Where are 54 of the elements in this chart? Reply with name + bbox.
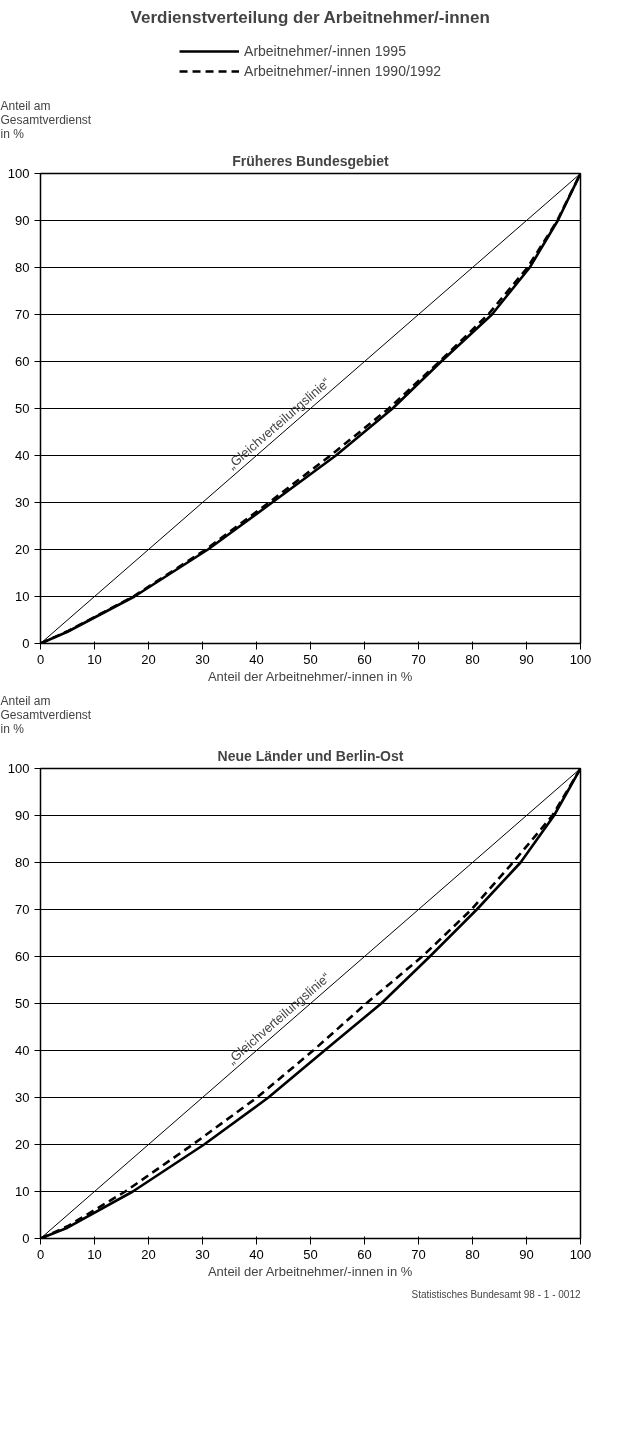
y-tick-label: 0	[22, 636, 30, 651]
y-tick-label: 100	[7, 166, 30, 181]
legend-label: Arbeitnehmer/-innen 1990/1992	[244, 63, 441, 79]
x-tick-label: 100	[569, 651, 592, 667]
x-tick-label: 30	[195, 1246, 210, 1262]
x-tick-label: 40	[249, 651, 264, 667]
x-tick-label: 60	[357, 651, 372, 667]
y-tick-label: 40	[15, 448, 30, 463]
y-tick-label: 0	[22, 1231, 30, 1246]
x-tick-label: 90	[519, 651, 534, 667]
text: Statistisches Bundesamt 98 - 1 - 0012	[411, 1288, 581, 1300]
x-tick-label: 50	[303, 651, 318, 667]
y-tick-label: 80	[15, 260, 30, 275]
y-tick-label: 50	[15, 996, 30, 1011]
x-tick-label: 80	[465, 651, 480, 667]
y-tick-label: 10	[15, 589, 30, 604]
y-tick-label: 20	[15, 542, 30, 557]
legend-label: Arbeitnehmer/-innen 1995	[244, 43, 406, 59]
y-tick-label: 60	[15, 949, 30, 964]
y-tick-label: 90	[15, 808, 30, 823]
x-tick-label: 100	[569, 1246, 592, 1262]
x-tick-label: 70	[411, 651, 426, 667]
chart-subtitle: Neue Länder und Berlin-Ost	[217, 747, 404, 764]
y-tick-label: 30	[15, 1090, 30, 1105]
x-tick-label: 10	[87, 1246, 102, 1262]
x-tick-label: 90	[519, 1246, 534, 1262]
x-tick-label: 20	[141, 651, 156, 667]
x-tick-label: 70	[411, 1246, 426, 1262]
x-tick-label: 50	[303, 1246, 318, 1262]
y-tick-label: 70	[15, 902, 30, 917]
x-tick-label: 0	[36, 1246, 45, 1262]
x-tick-label: 30	[195, 651, 210, 667]
y-tick-label: 70	[15, 307, 30, 322]
x-tick-label: 20	[141, 1246, 156, 1262]
chart-subtitle: Früheres Bundesgebiet	[232, 152, 390, 169]
y-tick-label: 60	[15, 354, 30, 369]
x-tick-label: 40	[249, 1246, 264, 1262]
y-tick-label: 100	[7, 761, 30, 776]
y-tick-label: 80	[15, 855, 30, 870]
y-tick-label: 20	[15, 1137, 30, 1152]
x-tick-label: 60	[357, 1246, 372, 1262]
x-tick-label: 10	[87, 651, 102, 667]
y-axis-title: Anteil am Gesamtverdienst in %	[0, 98, 92, 141]
chart-title: Verdienstverteilung der Arbeitnehmer/-innen	[130, 7, 490, 27]
y-axis-title: Anteil am Gesamtverdienst in %	[0, 693, 92, 736]
y-tick-label: 30	[15, 495, 30, 510]
x-tick-label: 80	[465, 1246, 480, 1262]
y-tick-label: 40	[15, 1043, 30, 1058]
y-tick-label: 90	[15, 213, 30, 228]
y-tick-label: 50	[15, 401, 30, 416]
x-axis-title: Anteil der Arbeitnehmer/-innen in %	[207, 1263, 413, 1279]
x-axis-title: Anteil der Arbeitnehmer/-innen in %	[207, 668, 413, 684]
y-tick-label: 10	[15, 1184, 30, 1199]
x-tick-label: 0	[36, 651, 45, 667]
